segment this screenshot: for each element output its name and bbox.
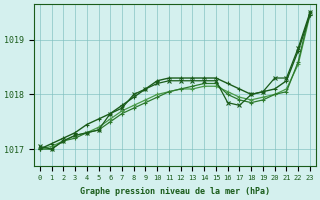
X-axis label: Graphe pression niveau de la mer (hPa): Graphe pression niveau de la mer (hPa): [80, 187, 270, 196]
